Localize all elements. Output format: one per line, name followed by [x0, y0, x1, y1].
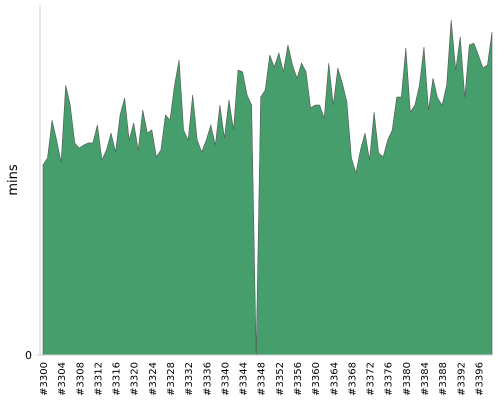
x-tick-label: #3388 [438, 362, 449, 396]
x-tick-label: #3360 [311, 362, 322, 396]
x-tick-label: #3396 [474, 362, 485, 396]
x-tick-label: #3372 [366, 362, 377, 396]
x-tick-label: #3312 [93, 362, 104, 396]
x-tick-label: #3384 [420, 362, 431, 396]
x-tick-label: #3364 [329, 362, 340, 396]
x-tick-label: #3316 [112, 362, 123, 396]
x-tick-label: #3308 [75, 362, 86, 396]
x-tick-label: #3336 [202, 362, 213, 396]
x-tick-label: #3380 [402, 362, 413, 396]
x-tick-label: #3328 [166, 362, 177, 396]
x-tick-label: #3304 [57, 362, 68, 396]
x-tick-label: #3324 [148, 362, 159, 396]
x-tick-label: #3332 [184, 362, 195, 396]
y-tick-label: 0 [25, 349, 32, 362]
x-tick-label: #3352 [275, 362, 286, 396]
x-tick-label: #3320 [130, 362, 141, 396]
x-tick-label: #3368 [347, 362, 358, 396]
x-tick-label: #3348 [257, 362, 268, 396]
x-tick-label: #3344 [239, 362, 250, 396]
x-tick-label: #3392 [456, 362, 467, 396]
area [42, 20, 493, 356]
x-tick-label: #3340 [220, 362, 231, 396]
x-tick-label: #3376 [384, 362, 395, 396]
x-tick-label: #3356 [293, 362, 304, 396]
y-axis-label: mins [6, 164, 21, 196]
x-tick-label: #3300 [39, 362, 50, 396]
